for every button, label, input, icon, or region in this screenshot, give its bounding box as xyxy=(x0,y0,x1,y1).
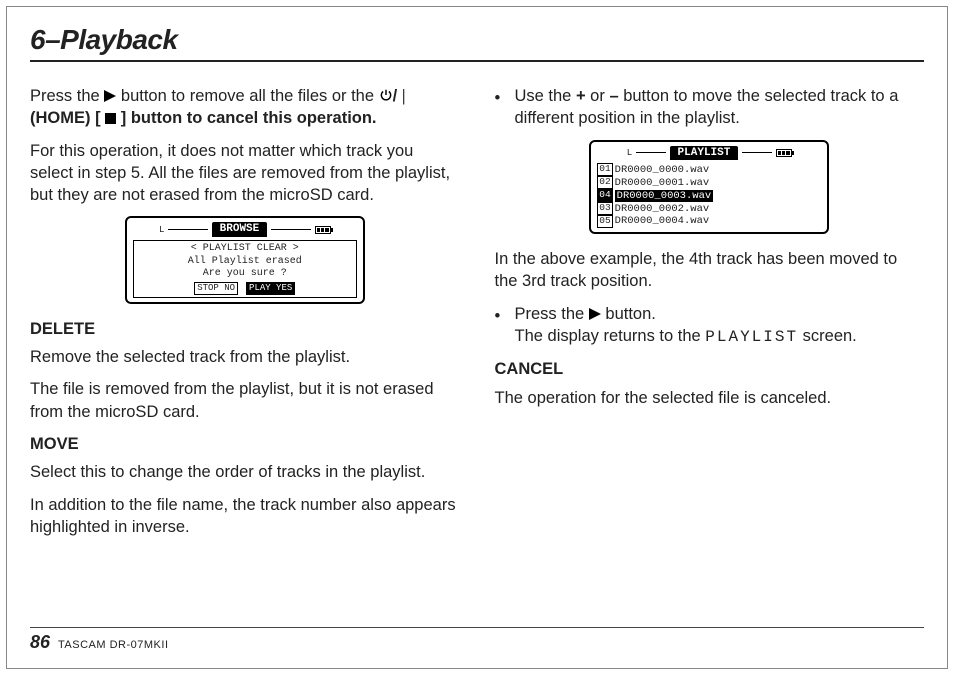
playlist-row: 01DR0000_0000.wav xyxy=(597,163,821,176)
playlist-row: 05DR0000_0004.wav xyxy=(597,215,821,228)
content-columns: Press the button to remove all the files… xyxy=(30,85,924,548)
stop-icon xyxy=(105,113,116,124)
track-filename: DR0000_0004.wav xyxy=(615,215,710,227)
track-filename: DR0000_0001.wav xyxy=(615,177,710,189)
track-filename: DR0000_0000.wav xyxy=(615,164,710,176)
paragraph: The file is removed from the playlist, b… xyxy=(30,378,460,423)
lcd-dialog-box: < PLAYLIST CLEAR > All Playlist erased A… xyxy=(133,240,357,298)
column-left: Press the button to remove all the files… xyxy=(30,85,460,548)
text-run: screen. xyxy=(798,327,857,345)
text-run: ] button to cancel this operation. xyxy=(121,109,377,127)
dialog-line: < PLAYLIST CLEAR > xyxy=(138,243,352,256)
chapter-title: 6–Playback xyxy=(30,24,178,56)
paragraph: Select this to change the order of track… xyxy=(30,461,460,483)
paragraph: For this operation, it does not matter w… xyxy=(30,140,460,207)
delete-heading: DELETE xyxy=(30,318,460,340)
column-right: • Use the + or – button to move the sele… xyxy=(495,85,925,548)
minus-label: – xyxy=(609,87,618,105)
cancel-heading: CANCEL xyxy=(495,358,925,380)
text-run: button to remove all the files or the xyxy=(121,87,379,105)
dialog-btn-yes: PLAY YES xyxy=(246,282,295,295)
text-run: Press the xyxy=(515,305,589,323)
lcd-titlebar: L PLAYLIST xyxy=(597,146,821,161)
move-heading: MOVE xyxy=(30,433,460,455)
paragraph: Press the button to remove all the files… xyxy=(30,85,460,130)
paragraph: In the above example, the 4th track has … xyxy=(495,248,925,293)
track-filename: DR0000_0002.wav xyxy=(615,203,710,215)
power-home-icon: / | xyxy=(379,87,406,105)
bullet-item: • Use the + or – button to move the sele… xyxy=(495,85,925,130)
dialog-btn-no: STOP NO xyxy=(194,282,238,295)
bullet-icon: • xyxy=(495,85,503,130)
play-icon xyxy=(589,308,601,320)
home-label: (HOME) [ xyxy=(30,109,101,127)
paragraph: Remove the selected track from the playl… xyxy=(30,346,460,368)
l-indicator: L xyxy=(159,224,164,236)
playlist-row: 04DR0000_0003.wav xyxy=(597,189,821,202)
header-rule xyxy=(30,60,924,62)
dialog-buttons: STOP NO PLAY YES xyxy=(138,282,352,295)
plus-label: + xyxy=(576,87,586,105)
playlist-row: 03DR0000_0002.wav xyxy=(597,202,821,215)
bullet-icon: • xyxy=(495,303,503,349)
page-footer: 86 TASCAM DR-07MKII xyxy=(30,627,924,653)
model-name: TASCAM DR-07MKII xyxy=(58,639,168,651)
text-run: or xyxy=(586,87,610,105)
paragraph: In addition to the file name, the track … xyxy=(30,494,460,539)
text-run: Press the xyxy=(30,87,104,105)
lcd-tab: PLAYLIST xyxy=(670,146,739,161)
play-icon xyxy=(104,90,116,102)
power-icon xyxy=(379,88,393,102)
text-run: button. xyxy=(605,305,655,323)
track-number: 04 xyxy=(597,189,612,202)
track-number: 03 xyxy=(597,202,612,215)
dialog-line: Are you sure ? xyxy=(138,268,352,281)
text-run: The display returns to the xyxy=(515,327,706,345)
lcd-browse-dialog: L BROWSE < PLAYLIST CLEAR > All Playlist… xyxy=(125,216,365,304)
l-indicator: L xyxy=(627,147,632,159)
bullet-item: • Press the button. The display returns … xyxy=(495,303,925,349)
lcd-word: PLAYLIST xyxy=(705,328,798,346)
dialog-line: All Playlist erased xyxy=(138,256,352,269)
track-number: 05 xyxy=(597,215,612,228)
bullet-text: Press the button. The display returns to… xyxy=(515,303,857,349)
lcd-playlist: L PLAYLIST 01DR0000_0000.wav02DR0000_000… xyxy=(589,140,829,234)
lcd-titlebar: L BROWSE xyxy=(133,222,357,237)
page-number: 86 xyxy=(30,632,50,653)
lcd-tab: BROWSE xyxy=(212,222,268,237)
track-filename: DR0000_0003.wav xyxy=(615,190,714,202)
battery-icon xyxy=(315,226,331,234)
playlist-body: 01DR0000_0000.wav02DR0000_0001.wav04DR00… xyxy=(597,163,821,228)
battery-icon xyxy=(776,149,792,157)
paragraph: The operation for the selected file is c… xyxy=(495,387,925,409)
playlist-row: 02DR0000_0001.wav xyxy=(597,176,821,189)
bullet-text: Use the + or – button to move the select… xyxy=(515,85,925,130)
text-run: Use the xyxy=(515,87,576,105)
track-number: 01 xyxy=(597,163,612,176)
track-number: 02 xyxy=(597,176,612,189)
